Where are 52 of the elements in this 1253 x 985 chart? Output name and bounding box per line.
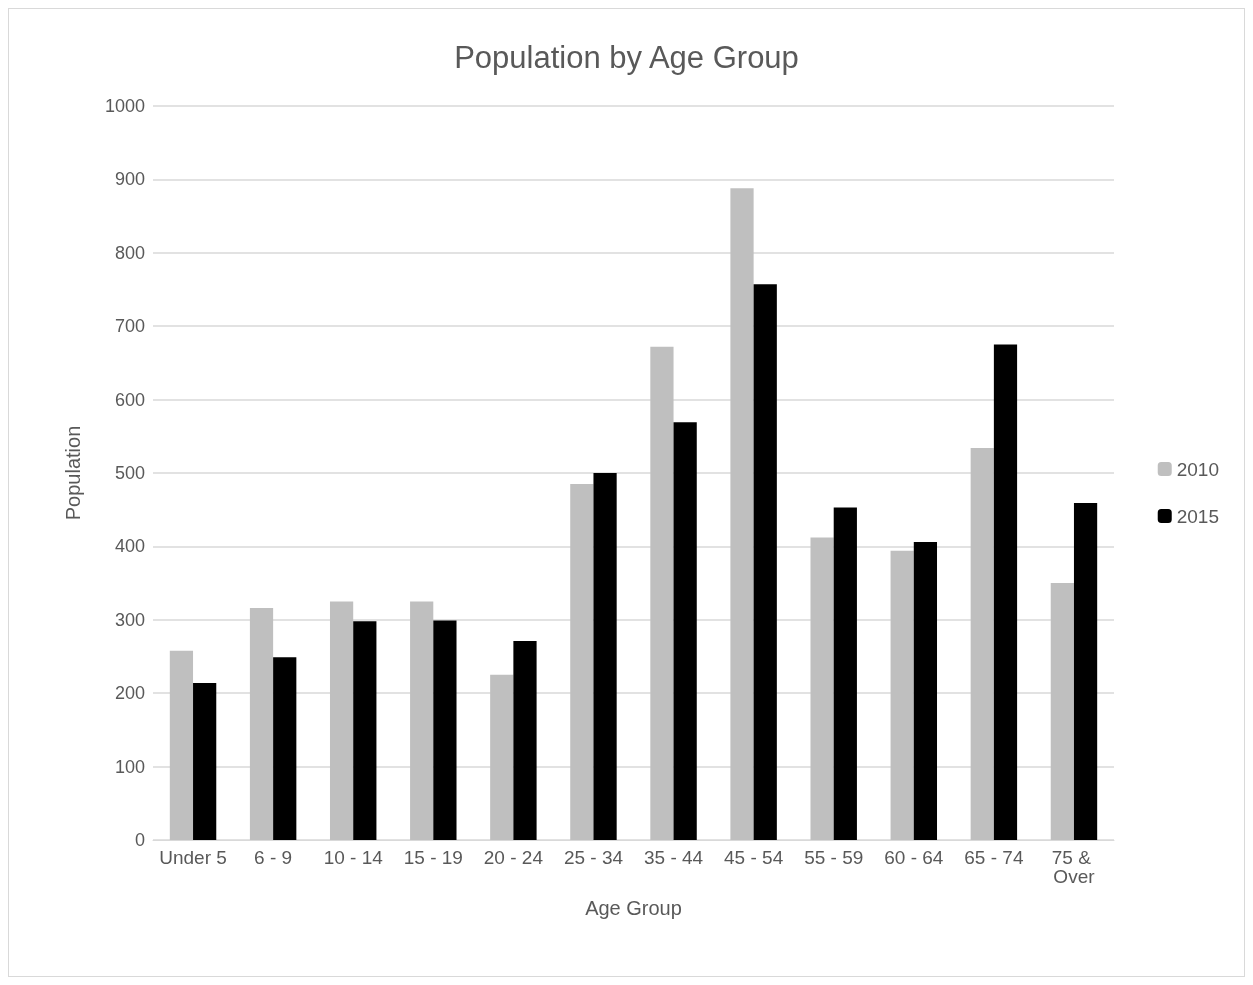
x-tick-label: 6 - 9 [254,847,293,868]
bar [513,641,537,840]
bar [193,682,217,840]
x-tick-label: 75 & Over [1051,847,1097,887]
chart-title: Population by Age Group [454,40,799,75]
y-tick-label: 200 [114,683,145,704]
y-tick-label: 900 [114,169,145,190]
bar [570,484,594,840]
bar [273,657,297,840]
bar [593,473,617,840]
legend-label: 2010 [1176,458,1220,480]
x-tick-label: 10 - 14 [323,847,384,868]
y-tick-label: 300 [114,609,145,630]
x-tick-label: 65 - 74 [964,847,1024,868]
x-tick-label: 15 - 19 [403,847,463,868]
x-tick-label: 60 - 64 [884,847,944,868]
bar [169,650,194,840]
y-tick-label: 800 [114,242,145,263]
bar [650,346,674,840]
y-tick-label: 500 [114,463,145,483]
bar [1050,583,1074,840]
bar [1073,503,1098,840]
y-tick-label: 600 [114,389,145,410]
bar [913,542,938,840]
y-tick-label: 1000 [104,96,145,116]
x-axis-title: Age Group [585,897,682,919]
bar [970,448,994,840]
bar [833,507,857,840]
bar [329,601,354,840]
y-axis-title: Population [62,425,84,521]
y-tick-label: 400 [114,536,145,557]
bar [730,188,754,840]
x-tick-label: 35 - 44 [643,847,704,868]
x-tick-label: 25 - 34 [563,847,624,868]
bar [673,422,697,840]
y-tick-label: 0 [134,830,145,850]
x-tick-label: 45 - 54 [724,847,784,868]
bar [249,608,274,840]
x-tick-label: 20 - 24 [483,847,544,868]
y-tick-label: 700 [114,316,145,337]
bar [490,674,514,840]
bar [410,601,434,840]
x-tick-label: Under 5 [159,847,227,868]
bar [753,284,777,840]
bar [433,620,457,840]
legend-label: 2015 [1176,505,1220,527]
bar [890,550,914,840]
x-tick-label: 55 - 59 [804,847,864,868]
bar [993,344,1018,840]
y-tick-label: 100 [114,756,145,777]
bar [810,537,834,840]
bar [353,621,377,840]
